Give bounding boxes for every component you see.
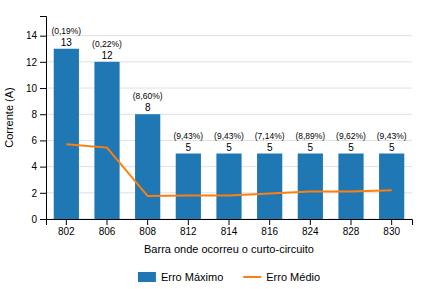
legend: Erro Máximo Erro Médio: [138, 271, 320, 283]
x-tick-label: 812: [180, 226, 197, 237]
bar: [379, 154, 404, 219]
y-tick-label: 2: [31, 188, 37, 199]
y-tick-label: 0: [31, 214, 37, 225]
data-label: 5: [348, 142, 354, 153]
y-tick: 6: [31, 135, 46, 146]
x-tick-mark: [391, 219, 392, 225]
annotation: (8,60%): [133, 91, 163, 101]
annotation: (9,43%): [377, 131, 407, 141]
y-tick: 4: [31, 161, 46, 172]
y-tick-label: 4: [31, 161, 37, 172]
x-tick-mark: [229, 219, 230, 225]
y-tick: 12: [26, 57, 46, 68]
x-tick: 812: [180, 219, 197, 237]
grid: [46, 36, 412, 219]
legend-label: Erro Máximo: [161, 271, 223, 283]
y-tick-mark: [40, 140, 46, 141]
bar: [216, 154, 241, 219]
x-tick: 828: [343, 219, 360, 237]
bar: [338, 154, 363, 219]
x-tick-label: 802: [58, 226, 75, 237]
x-tick-mark: [310, 219, 311, 225]
y-tick-label: 6: [31, 135, 37, 146]
y-tick-label: 14: [26, 30, 38, 41]
annotation: (0,19%): [51, 26, 81, 36]
x-tick: 802: [58, 219, 75, 237]
bar: [257, 154, 282, 219]
marks: [54, 49, 405, 219]
y-tick-label: 8: [31, 109, 37, 120]
x-tick-label: 816: [261, 226, 278, 237]
legend-item: Erro Médio: [243, 271, 320, 283]
annotation: (9,43%): [214, 131, 244, 141]
x-tick-label: 824: [302, 226, 319, 237]
chart-container: 13 12 8 5 5 5 5 5 5 (0,19%) (0,22%) (8,60%) (9,43%) (…: [0, 0, 422, 289]
bar: [94, 62, 119, 219]
grid-line: [46, 35, 412, 36]
bar: [54, 49, 79, 219]
y-tick-mark: [40, 219, 46, 220]
data-label: 8: [145, 102, 151, 113]
x-tick-mark: [269, 219, 270, 225]
data-label: 5: [267, 142, 273, 153]
y-tick: 2: [31, 188, 46, 199]
data-label: 12: [101, 50, 113, 61]
y-axis-title: Corrente (A): [3, 87, 15, 148]
x-tick-label: 808: [139, 226, 156, 237]
bar-series: [54, 49, 405, 219]
y-tick-mark: [40, 62, 46, 63]
x-tick: 806: [99, 219, 116, 237]
y-axis-line: [40, 17, 47, 220]
y-tick: 8: [31, 109, 46, 120]
legend-item: Erro Máximo: [138, 271, 223, 283]
x-tick-mark: [351, 219, 352, 225]
chart: 13 12 8 5 5 5 5 5 5 (0,19%) (0,22%) (8,60%) (9,43%) (…: [0, 0, 422, 289]
y-tick: 10: [26, 83, 46, 94]
data-label: 13: [61, 37, 73, 48]
x-tick: 808: [139, 219, 156, 237]
y-tick-mark: [40, 167, 46, 168]
bar: [298, 154, 323, 219]
x-tick-label: 806: [99, 226, 116, 237]
x-tick-mark: [188, 219, 189, 225]
y-tick: 14: [26, 30, 46, 41]
legend-swatch: [243, 276, 261, 278]
data-label: 5: [226, 142, 232, 153]
x-tick: 824: [302, 219, 319, 237]
x-tick-label: 830: [383, 226, 400, 237]
y-tick-label: 10: [26, 83, 38, 94]
data-label: 5: [308, 142, 314, 153]
data-label: 5: [186, 142, 192, 153]
x-tick-mark: [66, 219, 67, 225]
annotation: (9,43%): [173, 131, 203, 141]
annotation: (0,22%): [92, 39, 122, 49]
y-tick-mark: [40, 36, 46, 37]
legend-swatch: [138, 272, 156, 282]
annotation: (9,62%): [336, 131, 366, 141]
bar: [176, 154, 201, 219]
y-tick-label: 12: [26, 57, 38, 68]
x-tick-mark: [107, 219, 108, 225]
annotation: (7,14%): [255, 131, 285, 141]
x-tick: 816: [261, 219, 278, 237]
y-tick: 0: [31, 214, 46, 225]
bar: [135, 114, 160, 219]
x-tick-label: 828: [343, 226, 360, 237]
y-tick-mark: [40, 88, 46, 89]
x-tick: 830: [383, 219, 400, 237]
x-tick-mark: [147, 219, 148, 225]
data-label: 5: [389, 142, 395, 153]
annotation: (8,89%): [295, 131, 325, 141]
data-labels: 13 12 8 5 5 5 5 5 5 (0,19%) (0,22%) (8,60%) (9,43%) (…: [51, 26, 406, 153]
x-tick: 814: [221, 219, 238, 237]
x-axis: 802 806 808 812 814 816 824 828 830: [47, 219, 413, 237]
y-tick-mark: [40, 193, 46, 194]
y-tick-mark: [40, 114, 46, 115]
x-tick-label: 814: [221, 226, 238, 237]
y-axis: 0 2 4 6 8 10 12 14: [26, 17, 47, 225]
x-axis-line: [47, 220, 413, 226]
legend-label: Erro Médio: [266, 271, 320, 283]
x-axis-title: Barra onde ocorreu o curto-circuito: [144, 243, 314, 255]
